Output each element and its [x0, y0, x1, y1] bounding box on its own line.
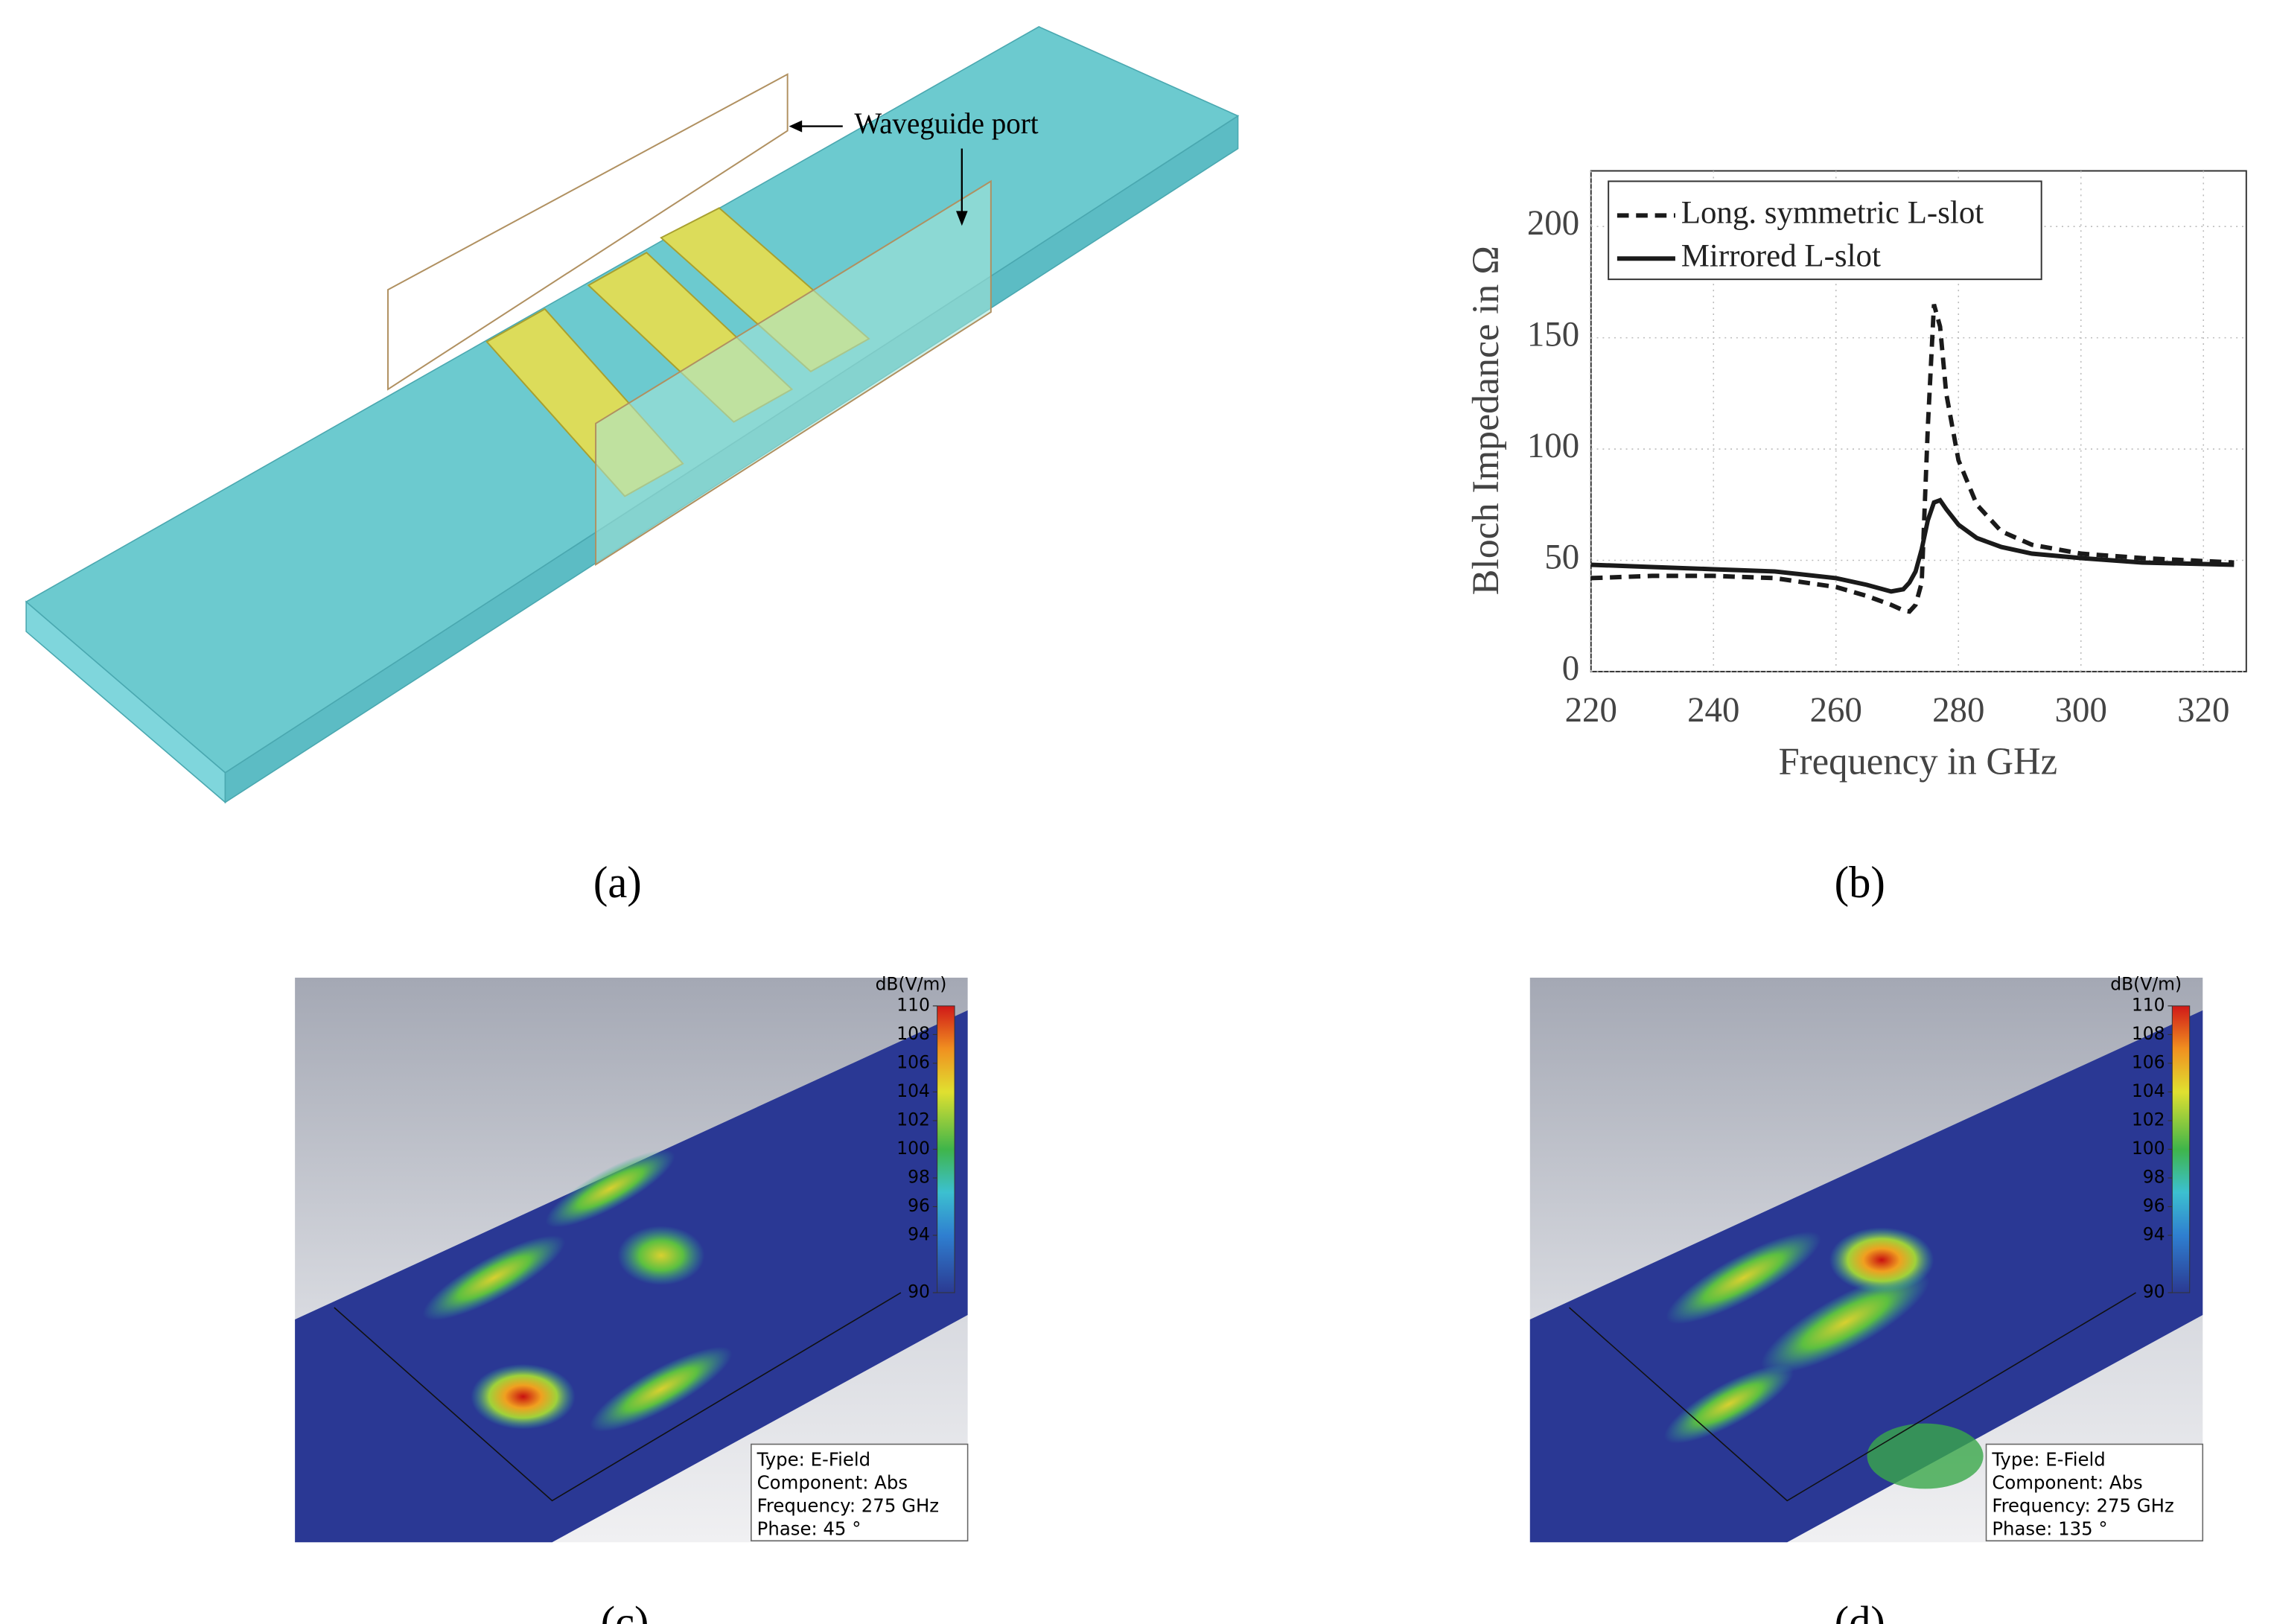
x-axis-label: Frequency in GHz — [1778, 740, 2057, 783]
port-plane — [387, 73, 789, 391]
x-tick-label: 220 — [1565, 690, 1617, 730]
panel-d: dB(V/m) (d) 110 108 106 104 102 100 98 96 94 90 Ty… — [1529, 973, 2204, 1624]
legend-box — [1608, 180, 2042, 281]
field-lobe — [1664, 1364, 1794, 1444]
panel-label: (b) — [1835, 857, 1885, 907]
colorbar-unit: dB(V/m) — [876, 973, 947, 994]
colorbar-tick-label: 106 — [896, 1051, 930, 1072]
colorbar-tick-label: 94 — [908, 1223, 930, 1244]
colorbar — [2171, 1005, 2191, 1293]
panel-label: (c) — [601, 1597, 649, 1624]
colorbar-tick-label: 90 — [2143, 1281, 2165, 1302]
colorbar-tick-label: 106 — [2132, 1051, 2165, 1072]
y-tick-label: 200 — [1527, 204, 1579, 243]
panel-label: (d) — [1835, 1597, 1885, 1624]
chart: (b) Frequency in GHz Bloch Impedance in … — [1465, 170, 2247, 907]
info-text: Phase: 45 ° — [757, 1518, 861, 1539]
y-tick-label: 0 — [1562, 649, 1579, 688]
line-series — [1590, 497, 2235, 594]
info-text: Frequency: 275 GHz — [1992, 1494, 2173, 1516]
colorbar-tick-label: 102 — [896, 1109, 930, 1130]
colorbar-tick-label: 98 — [908, 1166, 930, 1187]
panel-c: dB(V/m) (c) 110 108 106 104 102 100 98 96 94 90 Ty… — [295, 973, 969, 1624]
colorbar-unit: dB(V/m) — [2110, 973, 2182, 994]
field-lobe — [1761, 1271, 1930, 1374]
x-tick-label: 320 — [2177, 690, 2229, 730]
info-box — [1985, 1443, 2204, 1542]
y-axis-label: Bloch Impedance in Ω — [1465, 246, 1506, 595]
colorbar-tick-label: 104 — [896, 1080, 930, 1101]
field-lobe — [1666, 1231, 1821, 1325]
arrow-head — [789, 120, 803, 133]
info-box — [751, 1443, 969, 1542]
port-plane — [595, 179, 992, 567]
colorbar-tick-label: 104 — [2132, 1080, 2165, 1101]
field-hotspot — [1829, 1227, 1934, 1293]
legend-label: Long. symmetric L-slot — [1681, 194, 1984, 231]
x-tick-label: 300 — [2055, 690, 2107, 730]
info-text: Type: E-Field — [757, 1448, 870, 1470]
info-text: Type: E-Field — [1991, 1448, 2105, 1470]
legend-label: Mirrored L-slot — [1681, 238, 1881, 274]
x-tick-label: 260 — [1810, 690, 1862, 730]
colorbar-tick-label: 90 — [908, 1281, 930, 1302]
colorbar-tick-label: 94 — [2143, 1223, 2165, 1244]
colorbar-tick-label: 100 — [2132, 1138, 2165, 1159]
colorbar-tick-label: 98 — [2143, 1166, 2165, 1187]
info-text: Frequency: 275 GHz — [757, 1494, 939, 1516]
x-tick-label: 280 — [1932, 690, 1984, 730]
outline — [334, 1292, 902, 1502]
panel-label: (a) — [593, 857, 642, 907]
info-text: Phase: 135 ° — [1992, 1518, 2107, 1539]
colorbar-tick-label: 96 — [2143, 1195, 2165, 1216]
info-text: Component: Abs — [757, 1471, 908, 1493]
colorbar-tick-label: 110 — [896, 994, 930, 1015]
colorbar-tick-label: 102 — [2132, 1109, 2165, 1130]
colorbar-tick-label: 96 — [908, 1195, 930, 1216]
y-tick-label: 50 — [1544, 538, 1579, 577]
outline — [1568, 1292, 2136, 1502]
colorbar-tick-label: 110 — [2132, 994, 2165, 1015]
y-tick-label: 100 — [1527, 427, 1579, 466]
colorbar — [937, 1005, 955, 1293]
field-lobe — [545, 1150, 675, 1228]
field-lobe — [590, 1346, 733, 1432]
x-tick-label: 240 — [1687, 690, 1739, 730]
colorbar-tick-label: 108 — [2132, 1023, 2165, 1044]
field-lobe — [422, 1235, 566, 1321]
panel-a: Waveguide port (a) — [25, 26, 1240, 907]
colorbar-tick-label: 100 — [896, 1138, 930, 1159]
field-hotspot — [617, 1226, 705, 1286]
field-hotspot — [471, 1363, 576, 1430]
field-lobe — [1867, 1423, 1984, 1489]
info-text: Component: Abs — [1992, 1471, 2142, 1493]
slab-top — [25, 26, 1240, 774]
arrow-head — [956, 211, 968, 226]
colorbar-tick-label: 108 — [896, 1023, 930, 1044]
annotation: Waveguide port — [854, 106, 1038, 139]
y-tick-label: 150 — [1527, 315, 1579, 354]
line-series — [1590, 303, 2235, 614]
